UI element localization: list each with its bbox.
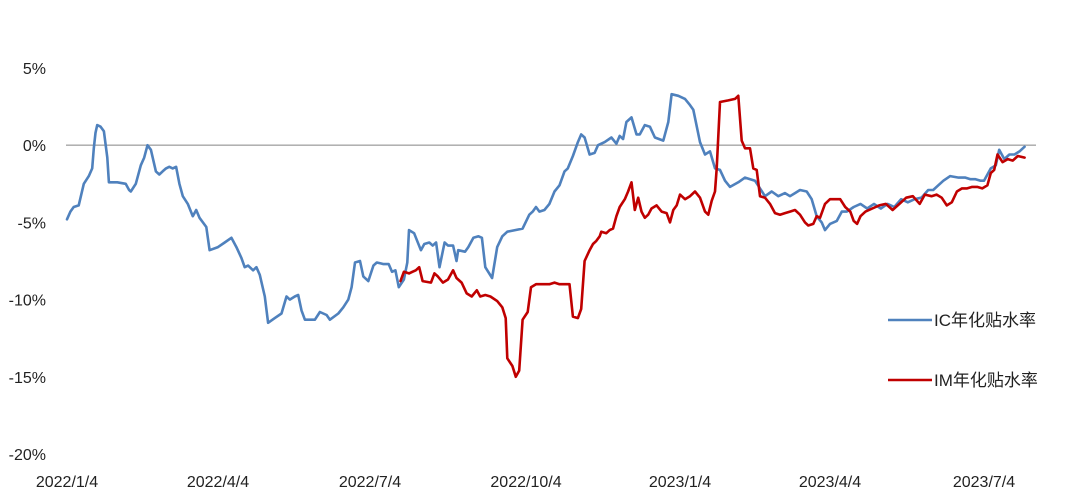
y-axis: 5% 0% -5% -10% -15% -20% <box>9 61 46 464</box>
x-tick-label: 2022/7/4 <box>339 474 401 491</box>
y-tick-label: -5% <box>18 215 46 232</box>
legend: IC年化贴水率 IM年化贴水率 <box>888 311 1038 390</box>
x-tick-label: 2022/10/4 <box>490 474 561 491</box>
legend-item-ic: IC年化贴水率 <box>888 311 1036 330</box>
y-tick-label: 5% <box>23 61 46 78</box>
legend-label: IM年化贴水率 <box>934 371 1038 390</box>
x-tick-label: 2022/1/4 <box>36 474 98 491</box>
x-tick-label: 2023/1/4 <box>649 474 711 491</box>
x-tick-label: 2023/7/4 <box>953 474 1015 491</box>
series-line-ic <box>65 92 1026 325</box>
y-tick-label: -20% <box>9 447 46 464</box>
series-line-im <box>399 94 1026 379</box>
x-axis: 2022/1/4 2022/4/4 2022/7/4 2022/10/4 2023/1/… <box>36 474 1015 491</box>
y-tick-label: -10% <box>9 293 46 310</box>
legend-label: IC年化贴水率 <box>934 311 1036 330</box>
y-tick-label: 0% <box>23 138 46 155</box>
x-tick-label: 2022/4/4 <box>187 474 249 491</box>
y-tick-label: -15% <box>9 370 46 387</box>
legend-item-im: IM年化贴水率 <box>888 371 1038 390</box>
series-layer <box>65 92 1026 379</box>
x-tick-label: 2023/4/4 <box>799 474 861 491</box>
